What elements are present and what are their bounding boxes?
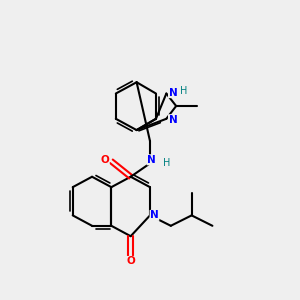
Text: N: N: [150, 210, 159, 220]
Text: N: N: [169, 88, 177, 98]
Text: N: N: [169, 115, 177, 125]
Text: N: N: [147, 155, 156, 165]
Text: H: H: [163, 158, 170, 168]
Text: O: O: [100, 155, 109, 165]
Text: O: O: [126, 256, 135, 266]
Text: H: H: [180, 86, 187, 96]
